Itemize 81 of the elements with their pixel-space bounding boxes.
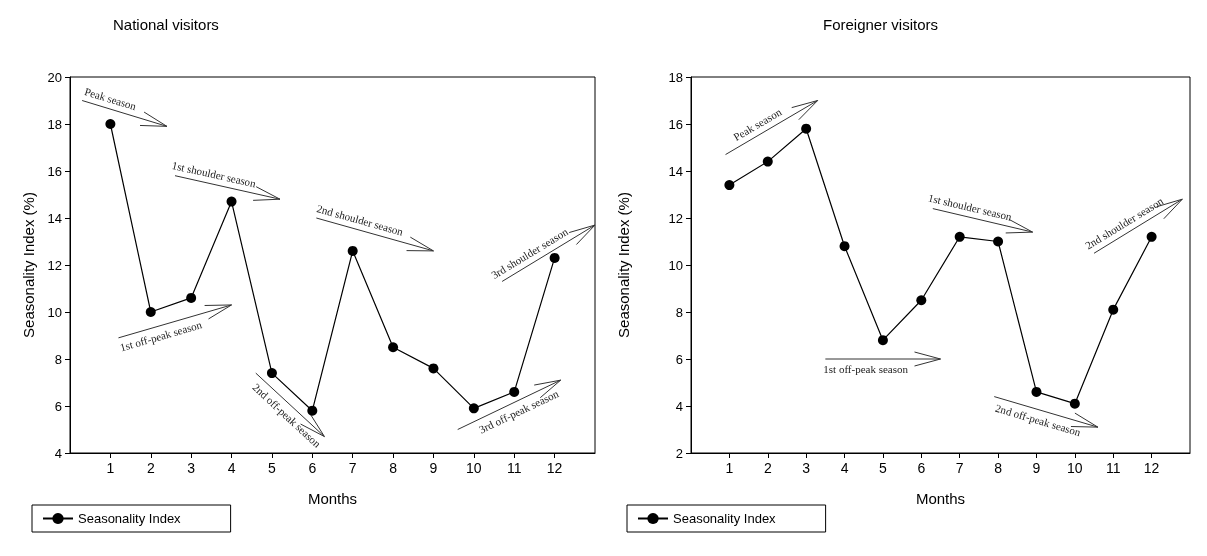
x-tick-label: 3 (802, 460, 811, 476)
point (347, 245, 358, 256)
annotation: 2nd off-peak season (994, 401, 1083, 439)
y-tick-label: 18 (668, 69, 683, 85)
legend-label: Seasonality Index (673, 511, 777, 526)
y-axis-title: Seasonality Index (%) (615, 192, 632, 338)
x-tick-label: 11 (506, 460, 522, 476)
point (877, 335, 888, 346)
x-tick-label: 4 (227, 460, 236, 476)
point (428, 363, 439, 374)
x-tick-label: 5 (268, 460, 277, 476)
point (1146, 231, 1157, 242)
y-tick-label: 12 (47, 257, 62, 273)
point (762, 156, 773, 167)
y-axis-title: Seasonality Index (%) (20, 192, 37, 338)
y-tick-label: 4 (54, 445, 62, 461)
x-tick-label: 5 (879, 460, 888, 476)
x-tick-label: 6 (917, 460, 926, 476)
x-tick-label: 9 (429, 460, 438, 476)
annotation: 1st shoulder season (927, 191, 1014, 223)
point (307, 405, 318, 416)
y-tick-label: 12 (668, 210, 683, 226)
x-tick-label: 8 (994, 460, 1003, 476)
y-tick-label: 4 (675, 398, 683, 414)
chart-title: Foreigner visitors (823, 16, 939, 33)
x-tick-label: 12 (1143, 460, 1160, 476)
x-tick-label: 7 (955, 460, 964, 476)
x-tick-label: 10 (466, 460, 482, 476)
annotation: 2nd shoulder season (315, 202, 406, 238)
annotation: 1st shoulder season (170, 158, 258, 190)
x-tick-label: 2 (146, 460, 155, 476)
y-tick-label: 14 (47, 210, 62, 226)
point (186, 292, 197, 303)
point (839, 241, 850, 252)
x-tick-label: 4 (840, 460, 849, 476)
chart-title: National visitors (113, 16, 219, 33)
annotation: 1st off-peak season (823, 363, 909, 375)
x-tick-label: 3 (187, 460, 196, 476)
y-tick-label: 14 (668, 163, 683, 179)
x-tick-label: 9 (1032, 460, 1041, 476)
point (1069, 398, 1080, 409)
point (1031, 386, 1042, 397)
point (468, 403, 479, 414)
point (993, 236, 1004, 247)
point (1108, 304, 1119, 315)
x-tick-label: 2 (763, 460, 772, 476)
point (266, 368, 277, 379)
point (226, 196, 237, 207)
y-tick-label: 18 (47, 116, 62, 132)
x-tick-label: 6 (308, 460, 317, 476)
x-tick-label: 8 (389, 460, 398, 476)
x-axis-title: Months (307, 490, 358, 507)
annotation: Peak season (83, 85, 139, 113)
annotation: 1st off-peak season (118, 318, 204, 354)
x-tick-label: 1 (725, 460, 734, 476)
point (145, 307, 156, 317)
x-tick-label: 7 (348, 460, 357, 476)
y-tick-label: 8 (54, 351, 62, 367)
y-tick-label: 6 (54, 398, 62, 414)
x-axis-title: Months (915, 490, 966, 507)
point (388, 342, 399, 353)
y-tick-label: 20 (47, 69, 62, 85)
y-tick-label: 16 (668, 116, 683, 132)
x-tick-label: 11 (1105, 460, 1121, 476)
point (724, 180, 735, 191)
point (916, 295, 927, 306)
y-tick-label: 6 (675, 351, 683, 367)
point (954, 231, 965, 242)
x-tick-label: 12 (546, 460, 563, 476)
point (509, 386, 520, 397)
y-tick-label: 8 (675, 304, 683, 320)
y-tick-label: 16 (47, 163, 62, 179)
point (801, 123, 812, 134)
legend-label: Seasonality Index (78, 511, 182, 526)
y-tick-label: 2 (675, 445, 683, 461)
point (549, 252, 560, 263)
point (105, 119, 116, 129)
x-tick-label: 1 (106, 460, 115, 476)
x-tick-label: 10 (1067, 460, 1083, 476)
y-tick-label: 10 (668, 257, 683, 273)
y-tick-label: 10 (47, 304, 62, 320)
